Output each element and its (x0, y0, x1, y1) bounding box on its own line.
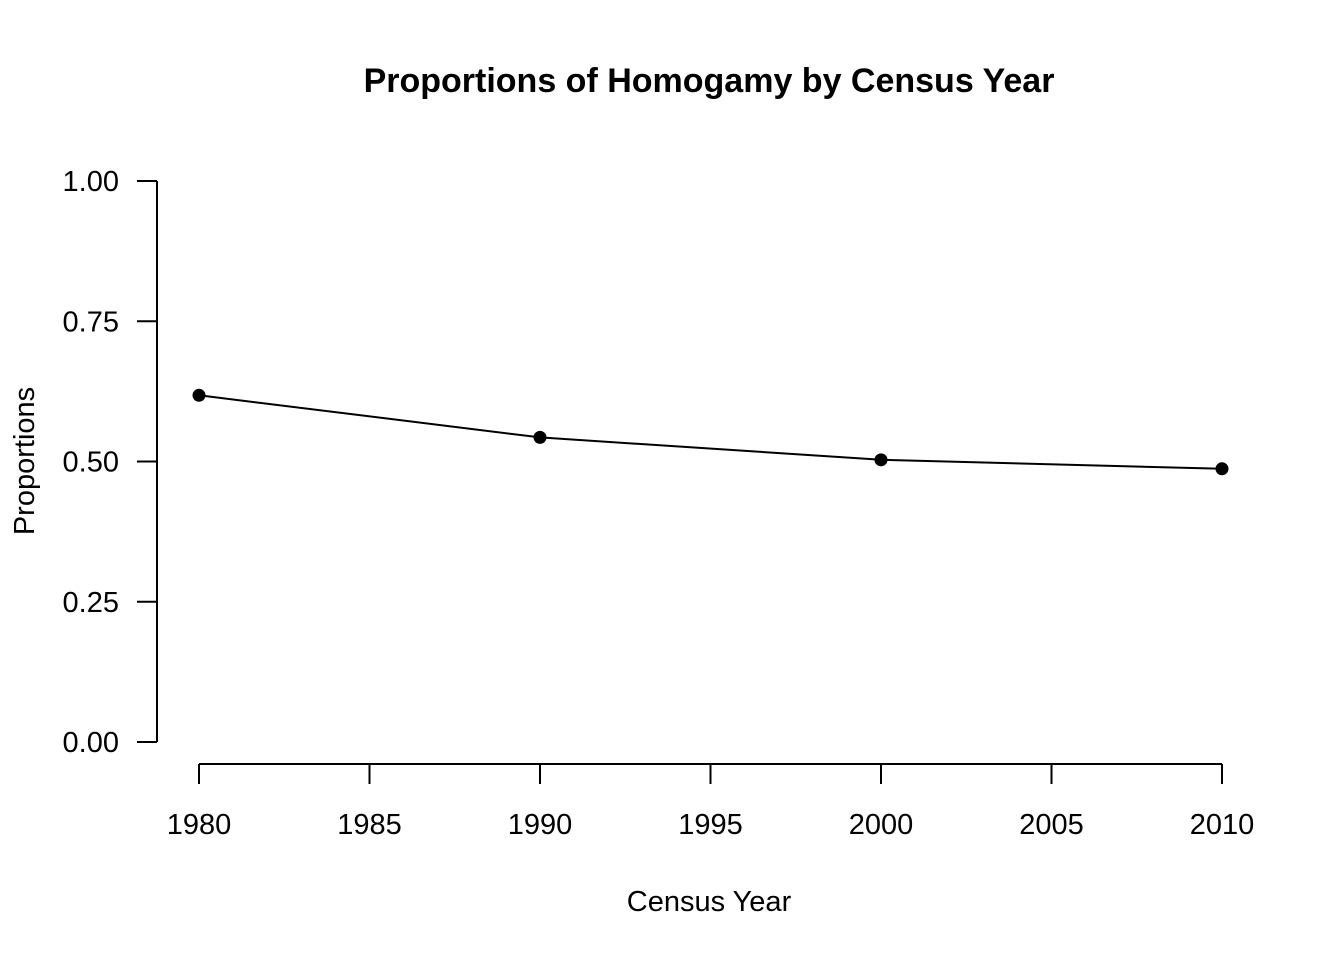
x-axis: 1980 1985 1990 1995 2000 2005 2010 (167, 763, 1255, 841)
y-tick-label: 0.25 (63, 587, 119, 619)
y-tick-label: 0.75 (63, 306, 119, 338)
x-tick-label: 1980 (167, 809, 232, 841)
y-tick-label: 0.50 (63, 447, 119, 479)
x-tick-label: 2000 (849, 809, 914, 841)
x-tick-label: 1985 (337, 809, 402, 841)
data-point (533, 430, 547, 444)
plot-series (192, 388, 1229, 476)
series-line (198, 394, 1223, 470)
data-point (1215, 462, 1229, 476)
data-point (874, 453, 888, 467)
data-point (192, 388, 206, 402)
x-axis-title: Census Year (627, 886, 792, 918)
y-axis: 0.00 0.25 0.50 0.75 1.00 (63, 166, 158, 759)
y-tick-label: 1.00 (63, 166, 119, 198)
chart-title: Proportions of Homogamy by Census Year (364, 62, 1055, 100)
x-tick-label: 1990 (508, 809, 573, 841)
x-tick-label: 2005 (1019, 809, 1084, 841)
x-tick-label: 2010 (1190, 809, 1255, 841)
y-axis-title: Proportions (9, 387, 41, 535)
x-tick-label: 1995 (678, 809, 743, 841)
y-tick-label: 0.00 (63, 727, 119, 759)
